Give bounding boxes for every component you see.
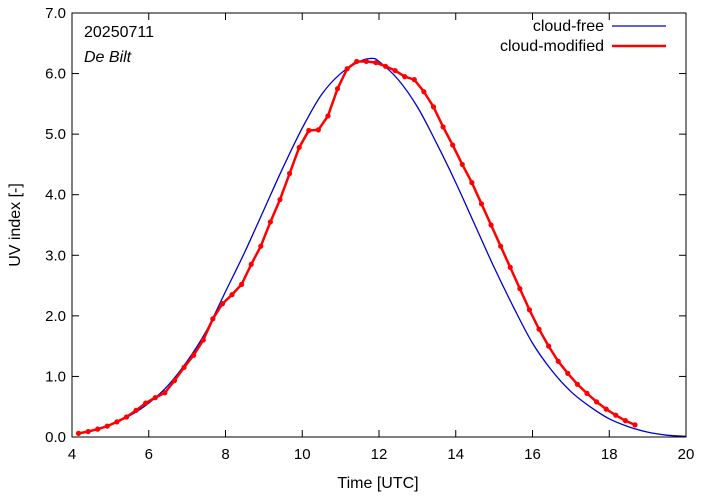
x-tick-label: 14 [447, 446, 464, 463]
data-point-cloud-modified [210, 316, 216, 322]
legend-label-cloud-free: cloud-free [533, 18, 604, 35]
y-tick-label: 7.0 [45, 5, 66, 22]
data-point-cloud-modified [133, 407, 139, 413]
data-point-cloud-modified [344, 66, 350, 72]
data-point-cloud-modified [574, 381, 580, 387]
data-point-cloud-modified [363, 58, 369, 65]
data-point-cloud-modified [469, 180, 475, 186]
data-point-cloud-modified [459, 161, 465, 168]
data-point-cloud-modified [430, 104, 437, 110]
data-point-cloud-modified [258, 243, 264, 249]
x-tick-label: 18 [601, 446, 618, 463]
data-point-cloud-modified [584, 390, 590, 396]
data-point-cloud-modified [85, 428, 91, 435]
x-axis-title: Time [UTC] [337, 475, 418, 492]
data-point-cloud-modified [392, 67, 398, 74]
data-point-cloud-modified [143, 400, 149, 406]
data-point-cloud-modified [95, 426, 101, 432]
data-point-cloud-modified [75, 430, 82, 436]
series-line-cloud-free [79, 57, 687, 438]
y-axis-title: UV index [-] [7, 183, 24, 267]
data-point-cloud-modified [536, 326, 542, 332]
data-point-cloud-modified [411, 77, 417, 83]
data-point-cloud-modified [191, 352, 197, 358]
data-point-cloud-modified [315, 127, 321, 133]
data-point-cloud-modified [123, 414, 130, 420]
data-point-cloud-modified [239, 281, 245, 287]
data-point-cloud-modified [171, 378, 178, 384]
date-annotation: 20250711 [84, 24, 154, 41]
x-tick-label: 8 [221, 446, 229, 463]
data-point-cloud-modified [334, 86, 341, 92]
data-point-cloud-modified [325, 113, 331, 119]
data-point-cloud-modified [498, 243, 504, 249]
data-point-cloud-modified [277, 196, 283, 203]
data-point-cloud-modified [114, 419, 120, 425]
data-point-cloud-modified [200, 337, 206, 343]
data-point-cloud-modified [517, 286, 523, 292]
data-point-cloud-modified [565, 370, 571, 376]
legend-label-cloud-modified: cloud-modified [500, 38, 604, 55]
y-tick-label: 1.0 [45, 368, 66, 385]
tick-layer: 4 6 8 10 12 14 16 18 20 0.0 1.0 2.0 3.0 4.0 5.0 6.0 7.0 [45, 5, 694, 463]
data-point-cloud-modified [162, 390, 168, 396]
data-point-cloud-modified [526, 307, 533, 313]
y-tick-label: 0.0 [45, 429, 66, 446]
data-point-cloud-modified [219, 301, 226, 307]
y-tick-label: 3.0 [45, 247, 66, 264]
x-tick-label: 20 [678, 446, 695, 463]
data-point-cloud-modified [593, 399, 600, 405]
data-point-cloud-modified [267, 219, 273, 225]
plot-layer [75, 57, 687, 438]
data-point-cloud-modified [440, 124, 446, 130]
data-point-cloud-modified [603, 406, 609, 412]
data-point-cloud-modified [402, 74, 408, 80]
x-tick-label: 16 [524, 446, 541, 463]
data-point-cloud-modified [450, 142, 456, 148]
data-point-cloud-modified [286, 170, 293, 177]
y-tick-label: 6.0 [45, 66, 66, 83]
legend: cloud-free cloud-modified [500, 18, 666, 55]
y-tick-label: 5.0 [45, 126, 66, 143]
data-point-cloud-modified [104, 423, 110, 429]
data-point-cloud-modified [296, 144, 302, 151]
data-point-cloud-modified [622, 418, 628, 424]
data-point-cloud-modified [507, 264, 513, 270]
y-tick-label: 2.0 [45, 308, 66, 325]
station-annotation: De Bilt [84, 49, 132, 66]
data-point-cloud-modified [546, 343, 552, 349]
data-point-cloud-modified [632, 422, 638, 428]
data-point-cloud-modified [373, 60, 379, 66]
y-tick-label: 4.0 [45, 187, 66, 204]
data-point-cloud-modified [354, 58, 360, 65]
x-tick-label: 6 [145, 446, 153, 463]
data-point-cloud-modified [488, 222, 494, 228]
data-point-cloud-modified [181, 364, 187, 370]
x-tick-label: 4 [68, 446, 76, 463]
data-point-cloud-modified [248, 261, 254, 267]
data-point-cloud-modified [478, 201, 485, 207]
data-point-cloud-modified [613, 412, 619, 418]
data-point-cloud-modified [306, 127, 312, 134]
data-point-cloud-modified [555, 358, 561, 364]
data-point-cloud-modified [152, 395, 158, 401]
data-point-cloud-modified [421, 89, 427, 95]
data-point-cloud-modified [382, 63, 389, 69]
x-tick-label: 12 [371, 446, 388, 463]
data-point-cloud-modified [229, 292, 235, 298]
x-tick-label: 10 [294, 446, 311, 463]
